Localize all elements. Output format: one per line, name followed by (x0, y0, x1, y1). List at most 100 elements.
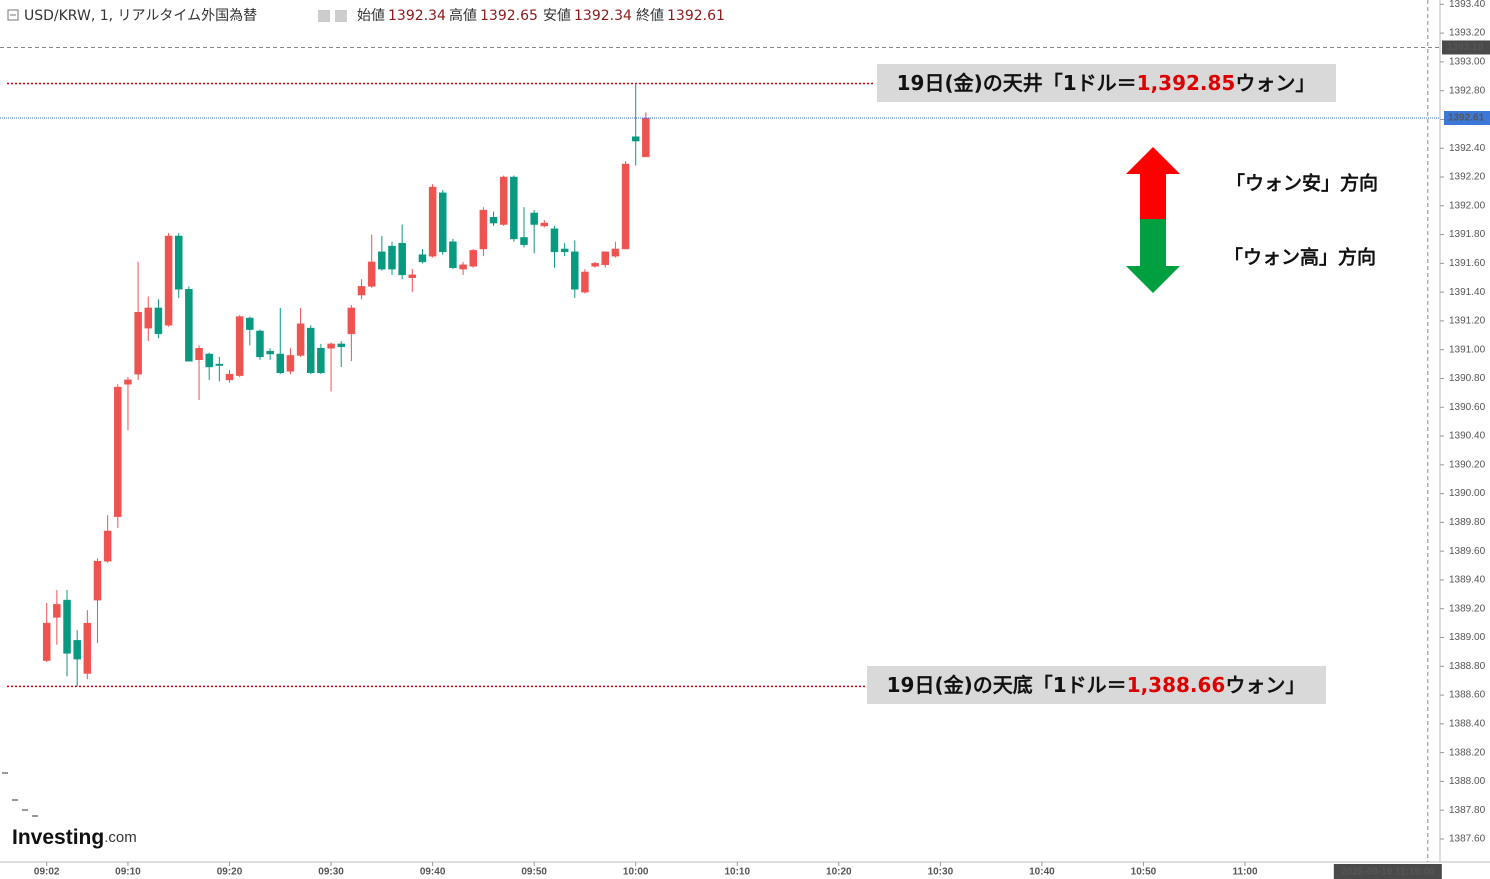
annotation-text: 19日(金)の天井「1ドル＝1,392.85ウォン」 (897, 71, 1316, 95)
y-tick-label: 1388.80 (1449, 661, 1486, 672)
high-label: 高値 (449, 7, 477, 24)
x-tick-label: 09:50 (521, 867, 547, 878)
candle-body (93, 560, 102, 601)
candle-body (449, 241, 457, 268)
y-tick-label: 1391.40 (1449, 287, 1486, 298)
candle-body (235, 316, 244, 376)
eye-icon[interactable] (318, 10, 330, 22)
x-tick-label: 09:10 (115, 867, 141, 878)
candle-body (560, 248, 569, 253)
candle-body (103, 530, 112, 562)
candle-body (530, 212, 538, 225)
candle-body (42, 622, 51, 661)
y-tick-label: 1391.20 (1449, 316, 1486, 327)
y-tick-label: 1391.60 (1449, 258, 1486, 269)
candle-body (286, 355, 295, 372)
crosshair-price-label: 1393.10 (1447, 42, 1484, 53)
direction-label: 「ウォン高」方向 (1224, 246, 1376, 269)
candle-body (601, 251, 609, 266)
high-value: 1392.65 (480, 8, 538, 24)
candle-body (499, 176, 508, 225)
y-tick-label: 1389.20 (1449, 603, 1486, 614)
candle-body (621, 163, 630, 250)
x-tick-label: 10:20 (826, 867, 852, 878)
x-tick-label: 09:20 (217, 867, 243, 878)
candle-body (63, 599, 71, 654)
y-tick-label: 1393.40 (1449, 0, 1486, 10)
candle-body (367, 261, 376, 287)
candle-body (246, 317, 254, 330)
candle-body (581, 271, 589, 293)
candle-body (408, 274, 417, 278)
y-tick-label: 1388.00 (1449, 776, 1486, 787)
candle-body (611, 248, 620, 257)
annotation-prefix: 19日(金)の天井「1ドル＝ (897, 71, 1137, 95)
y-tick-label: 1387.80 (1449, 805, 1486, 816)
x-tick-label: 10:50 (1131, 867, 1157, 878)
candle-body (83, 622, 92, 674)
y-tick-label: 1389.00 (1449, 632, 1486, 643)
y-tick-label: 1390.00 (1449, 488, 1486, 499)
candle-body (185, 289, 193, 362)
x-tick-label: 09:30 (318, 867, 344, 878)
candle-body (550, 228, 559, 253)
y-tick-label: 1389.60 (1449, 546, 1486, 557)
open-label: 始値 (357, 8, 385, 24)
y-tick-label: 1389.80 (1449, 517, 1486, 528)
candle-body (195, 348, 203, 361)
y-tick-label: 1392.80 (1449, 85, 1486, 96)
candle-body (540, 222, 549, 227)
crosshair-time-box (1333, 864, 1442, 879)
candle-body (114, 386, 122, 517)
candle-body (154, 307, 163, 335)
x-tick-label: 09:02 (34, 867, 60, 878)
low-label: 安値 (543, 8, 571, 24)
last-price-box (1444, 111, 1490, 126)
logo-suffix: .com (104, 829, 137, 846)
y-tick-label: 1388.20 (1449, 747, 1486, 758)
y-tick-label: 1390.80 (1449, 373, 1486, 384)
up-arrow (1126, 147, 1180, 219)
y-tick-label: 1391.80 (1449, 229, 1486, 240)
y-tick-label: 1388.60 (1449, 690, 1486, 701)
candle-body (642, 117, 650, 158)
annotation-prefix: 19日(金)の天底「1ドル＝ (887, 673, 1127, 697)
candle-body (276, 353, 285, 373)
crosshair-price-box (1442, 40, 1490, 55)
candle-body (124, 379, 132, 385)
collapse-icon[interactable] (7, 9, 19, 21)
candle-body (439, 192, 447, 253)
candle-body (591, 263, 599, 267)
candle-body (215, 363, 224, 366)
candle-body (306, 327, 315, 373)
y-tick-label: 1392.00 (1449, 200, 1486, 211)
candle-body (144, 307, 153, 329)
y-tick-label: 1388.40 (1449, 718, 1486, 729)
candle-body (225, 373, 234, 381)
x-tick-label: 09:40 (420, 867, 446, 878)
candle-body (266, 350, 274, 355)
annotation-value: 1,388.66 (1127, 673, 1226, 697)
y-tick-label: 1391.00 (1449, 344, 1486, 355)
down-arrow (1126, 219, 1180, 293)
candle-body (510, 176, 518, 240)
candle-body (347, 307, 356, 335)
candle-body (479, 209, 488, 250)
candle-body (256, 330, 264, 358)
y-tick-label: 1393.00 (1449, 57, 1486, 68)
candle-body (489, 217, 498, 224)
last-price-label: 1392.61 (1448, 113, 1485, 124)
settings-icon[interactable] (335, 10, 347, 22)
x-tick-label: 10:00 (623, 867, 649, 878)
y-tick-label: 1392.20 (1449, 172, 1486, 183)
candle-body (388, 245, 396, 270)
crosshair-time-label: 2025-09-19 11:18:00 (1341, 867, 1435, 878)
y-tick-label: 1393.20 (1449, 28, 1486, 39)
candle-body (428, 186, 437, 257)
y-tick-label: 1390.40 (1449, 431, 1486, 442)
annotation-value: 1,392.85 (1137, 71, 1236, 95)
annotation-box (867, 666, 1326, 704)
candle-body (631, 136, 640, 142)
open-value: 1392.34 (388, 8, 446, 24)
